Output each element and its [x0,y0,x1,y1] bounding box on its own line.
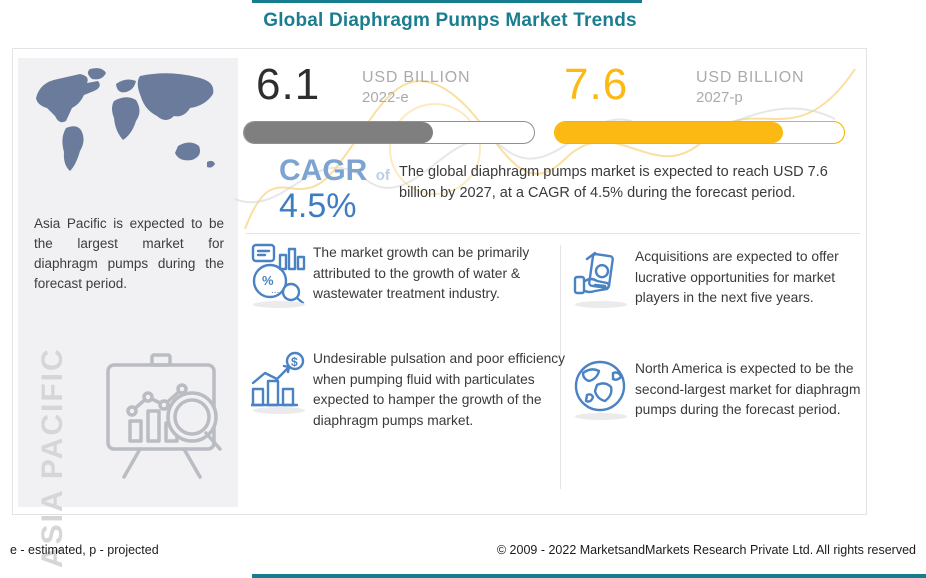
bullet-text: Undesirable pulsation and poor efficienc… [313,351,566,429]
icon-shadow [575,301,627,308]
svg-text:%: % [262,273,274,288]
progress-fill-2022 [244,122,433,143]
horizontal-divider [246,233,860,234]
bullet-acquisitions: Acquisitions are expected to offer lucra… [573,247,865,309]
growth-bars-dollar-icon: $ [251,351,305,407]
market-summary: The global diaphragm pumps market is exp… [399,164,828,202]
cash-hand-icon [573,251,614,295]
cagr-label: CAGR [279,154,368,187]
icon-shadow [575,413,627,420]
cagr-value: 4.5% [279,186,357,225]
cagr-block: CAGR of 4.5% [279,155,390,226]
progress-fill-2027 [555,122,784,143]
stat-projected-unit: USD BILLION [696,69,805,86]
stat-projected-year: 2027-p [696,89,743,106]
bullet-text: North America is expected to be the seco… [635,361,861,418]
stat-current-year: 2022-e [362,89,409,106]
chart-board-magnifier-icon [106,353,222,479]
bottom-accent-line [252,574,926,578]
stat-current-unit: USD BILLION [362,69,471,86]
top-accent-line [252,0,642,3]
main-card: Asia Pacific is expected to be the large… [12,48,867,568]
bullet-north-america: North America is expected to be the seco… [573,359,865,421]
svg-text:$: $ [291,355,298,369]
progress-bar-2027 [554,121,845,144]
bullet-text: The market growth can be primarily attri… [313,245,530,302]
asia-pacific-description: Asia Pacific is expected to be the large… [34,216,224,291]
cagr-of-label: of [375,167,390,184]
page-title: Global Diaphragm Pumps Market Trends [263,10,637,31]
market-analysis-icon: % ... [251,243,306,305]
bullet-water-treatment: % ... The market growth can be primarily… [251,243,563,308]
icon-shadow [253,407,305,414]
world-map-icon [36,68,215,171]
stat-current-value: 6.1 [256,60,321,109]
icon-shadow [253,301,305,308]
stat-projected-unit-block: USD BILLION 2027-p [696,69,804,106]
copyright-text: © 2009 - 2022 MarketsandMarkets Research… [496,543,916,557]
svg-text:...: ... [271,285,279,296]
bullet-pulsation-restraint: $ Undesirable pulsation and poor efficie… [251,349,575,432]
stat-projected-value: 7.6 [564,60,629,109]
vertical-divider [560,245,561,489]
stat-current-unit-block: USD BILLION 2022-e [362,69,470,106]
bullet-text: Acquisitions are expected to offer lucra… [635,249,839,306]
globe-icon [574,360,626,412]
progress-bar-2022 [243,121,535,144]
asia-pacific-panel: Asia Pacific is expected to be the large… [18,58,238,568]
asia-pacific-watermark: ASIA PACIFIC [36,347,69,568]
footnote-legend: e - estimated, p - projected [10,543,159,557]
